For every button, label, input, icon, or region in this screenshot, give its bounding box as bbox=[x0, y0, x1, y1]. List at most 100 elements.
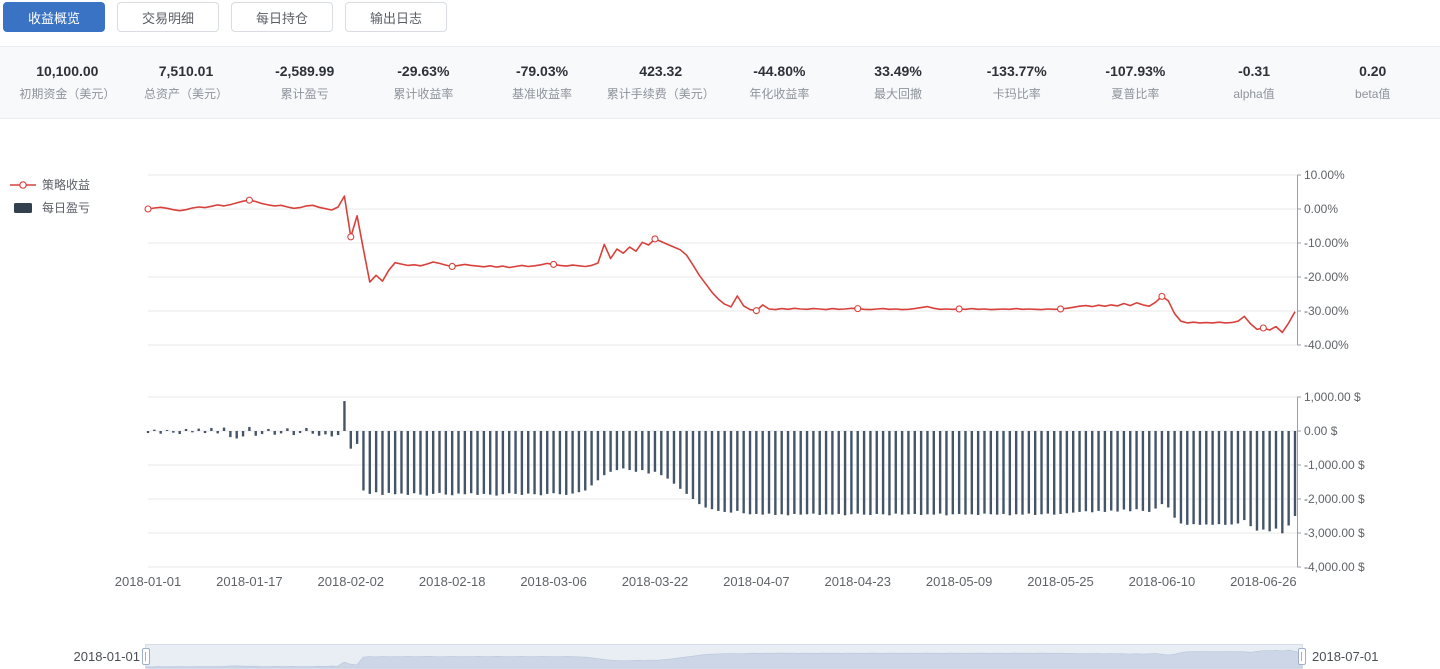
daily-pnl-bar bbox=[191, 431, 193, 432]
stat-value: -133.77% bbox=[987, 63, 1047, 79]
line-marker bbox=[1159, 293, 1165, 299]
daily-pnl-bar bbox=[540, 431, 542, 495]
daily-pnl-bar bbox=[838, 431, 840, 514]
line-marker bbox=[753, 308, 759, 314]
x-tick-label: 2018-04-23 bbox=[824, 574, 891, 589]
daily-pnl-bar bbox=[761, 431, 763, 515]
daily-pnl-bar bbox=[597, 431, 599, 480]
daily-pnl-bar bbox=[495, 431, 497, 496]
daily-pnl-bar bbox=[679, 431, 681, 489]
x-tick-label: 2018-03-06 bbox=[520, 574, 587, 589]
daily-pnl-bar bbox=[723, 431, 725, 512]
daily-pnl-bar bbox=[1230, 431, 1232, 525]
stat-label: 累计收益率 bbox=[393, 85, 453, 102]
tab-trade-detail[interactable]: 交易明细 bbox=[117, 2, 219, 32]
tab-output-log[interactable]: 输出日志 bbox=[345, 2, 447, 32]
stat-label: 最大回撤 bbox=[874, 85, 922, 102]
daily-pnl-bar bbox=[337, 431, 339, 435]
stat-value: -0.31 bbox=[1238, 63, 1270, 79]
datazoom-silhouette bbox=[146, 650, 1302, 668]
daily-pnl-bar bbox=[204, 431, 206, 433]
stat-label: 累计手续费（美元） bbox=[607, 85, 715, 102]
daily-pnl-bar bbox=[920, 431, 922, 515]
daily-pnl-bar bbox=[768, 431, 770, 514]
daily-pnl-bar bbox=[964, 431, 966, 515]
daily-pnl-bar bbox=[616, 431, 618, 470]
stats-bar: 10,100.00初期资金（美元）7,510.01总资产（美元）-2,589.9… bbox=[0, 46, 1440, 119]
daily-pnl-bar bbox=[1021, 431, 1023, 515]
daily-pnl-bar bbox=[971, 431, 973, 514]
daily-pnl-bar bbox=[774, 431, 776, 515]
daily-pnl-bar bbox=[578, 431, 580, 492]
stat-value: 7,510.01 bbox=[159, 63, 214, 79]
daily-pnl-bar bbox=[419, 431, 421, 495]
daily-pnl-bar bbox=[159, 431, 161, 434]
daily-pnl-bar bbox=[559, 431, 561, 494]
daily-pnl-bar bbox=[831, 431, 833, 515]
stat-value: 0.20 bbox=[1359, 63, 1386, 79]
daily-pnl-bar bbox=[1249, 431, 1251, 526]
stat-label: 总资产（美元） bbox=[144, 85, 228, 102]
daily-pnl-bar bbox=[1211, 431, 1213, 525]
daily-pnl-bar bbox=[533, 431, 535, 494]
x-tick-label: 2018-03-22 bbox=[622, 574, 689, 589]
x-tick-label: 2018-05-25 bbox=[1027, 574, 1094, 589]
daily-pnl-bar bbox=[609, 431, 611, 472]
daily-pnl-bar bbox=[1129, 431, 1131, 511]
daily-pnl-bar bbox=[552, 431, 554, 493]
daily-pnl-bar bbox=[286, 428, 288, 431]
line-y-tick-label: 10.00% bbox=[1304, 168, 1345, 182]
daily-pnl-bar bbox=[628, 431, 630, 470]
daily-pnl-bar bbox=[514, 431, 516, 494]
daily-pnl-bar bbox=[185, 429, 187, 431]
daily-pnl-bar bbox=[331, 431, 333, 436]
daily-pnl-bar bbox=[1028, 431, 1030, 514]
daily-pnl-bar bbox=[1116, 431, 1118, 512]
daily-pnl-bar bbox=[1040, 431, 1042, 514]
tab-profit-overview[interactable]: 收益概览 bbox=[3, 2, 105, 32]
daily-pnl-bar bbox=[977, 431, 979, 515]
daily-pnl-bar bbox=[990, 431, 992, 514]
daily-pnl-bar bbox=[223, 428, 225, 431]
bar-y-tick-label: -3,000.00 $ bbox=[1304, 526, 1365, 540]
daily-pnl-bar bbox=[426, 431, 428, 496]
daily-pnl-bar bbox=[432, 431, 434, 494]
stat-label: alpha值 bbox=[1233, 85, 1274, 102]
line-y-tick-label: -30.00% bbox=[1304, 304, 1349, 318]
line-marker bbox=[652, 236, 658, 242]
daily-pnl-bar bbox=[451, 431, 453, 495]
datazoom-right-handle[interactable] bbox=[1298, 648, 1306, 665]
daily-pnl-bar bbox=[926, 431, 928, 514]
stat-value: -2,589.99 bbox=[275, 63, 334, 79]
daily-pnl-bar bbox=[952, 431, 954, 514]
daily-pnl-bar bbox=[210, 428, 212, 431]
daily-pnl-bar bbox=[153, 430, 155, 431]
strategy-return-line bbox=[148, 196, 1295, 332]
daily-pnl-bar bbox=[1104, 431, 1106, 512]
stat-total-fees: 423.32累计手续费（美元） bbox=[601, 47, 720, 118]
daily-pnl-bar bbox=[1173, 431, 1175, 518]
daily-pnl-bar bbox=[996, 431, 998, 515]
daily-pnl-bar bbox=[261, 431, 263, 434]
daily-pnl-bar bbox=[717, 431, 719, 511]
datazoom-left-handle[interactable] bbox=[142, 648, 150, 665]
daily-pnl-bar bbox=[1237, 431, 1239, 523]
daily-pnl-bar bbox=[400, 431, 402, 494]
daily-pnl-bar bbox=[1275, 431, 1277, 529]
line-marker bbox=[956, 306, 962, 312]
daily-pnl-bar bbox=[178, 431, 180, 434]
line-marker bbox=[449, 263, 455, 269]
daily-pnl-bar bbox=[787, 431, 789, 515]
datazoom-slider[interactable] bbox=[145, 644, 1303, 669]
daily-pnl-bar bbox=[1294, 431, 1296, 516]
stat-value: -107.93% bbox=[1105, 63, 1165, 79]
daily-pnl-bar bbox=[635, 431, 637, 472]
daily-pnl-bar bbox=[248, 427, 250, 431]
daily-pnl-bar bbox=[343, 401, 345, 431]
daily-pnl-bar bbox=[806, 431, 808, 514]
daily-pnl-bar bbox=[622, 431, 624, 468]
tab-bar: 收益概览交易明细每日持仓输出日志 bbox=[3, 2, 447, 32]
daily-pnl-bar bbox=[730, 431, 732, 513]
tab-daily-position[interactable]: 每日持仓 bbox=[231, 2, 333, 32]
line-marker bbox=[855, 306, 861, 312]
